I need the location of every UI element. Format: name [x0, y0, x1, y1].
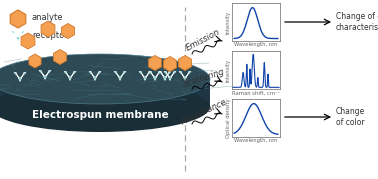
Polygon shape: [114, 71, 126, 81]
X-axis label: Wavelength, nm: Wavelength, nm: [234, 42, 278, 47]
Polygon shape: [179, 71, 191, 81]
Polygon shape: [10, 10, 26, 28]
Y-axis label: Optical density: Optical density: [226, 98, 231, 138]
Text: Electrospun membrane: Electrospun membrane: [32, 110, 168, 120]
Polygon shape: [164, 71, 176, 81]
X-axis label: Raman shift, cm⁻¹: Raman shift, cm⁻¹: [232, 90, 280, 95]
Polygon shape: [21, 33, 35, 49]
Text: Change of emission
characteristic: Change of emission characteristic: [336, 12, 378, 32]
Polygon shape: [159, 71, 171, 81]
Polygon shape: [41, 21, 55, 37]
Text: Emission: Emission: [185, 28, 222, 53]
Polygon shape: [54, 50, 67, 64]
Polygon shape: [149, 71, 161, 81]
Y-axis label: Intensity: Intensity: [226, 58, 231, 82]
Text: receptor: receptor: [32, 32, 68, 40]
Polygon shape: [149, 55, 161, 71]
Y-axis label: Intensity: Intensity: [226, 10, 231, 34]
Polygon shape: [29, 54, 41, 68]
Text: Absorbance: Absorbance: [179, 97, 228, 126]
X-axis label: Wavelength, nm: Wavelength, nm: [234, 138, 278, 143]
Polygon shape: [62, 23, 74, 38]
Polygon shape: [64, 71, 76, 81]
Text: Scattering: Scattering: [183, 67, 226, 89]
Polygon shape: [178, 55, 192, 71]
Polygon shape: [89, 71, 101, 81]
Text: analyte: analyte: [32, 13, 64, 23]
Ellipse shape: [0, 82, 210, 132]
Polygon shape: [11, 31, 25, 41]
Polygon shape: [0, 79, 210, 107]
Text: Change
of color: Change of color: [336, 107, 365, 127]
Polygon shape: [164, 57, 177, 71]
Polygon shape: [14, 72, 26, 81]
Polygon shape: [39, 71, 51, 79]
Ellipse shape: [0, 54, 210, 104]
Polygon shape: [139, 71, 151, 81]
